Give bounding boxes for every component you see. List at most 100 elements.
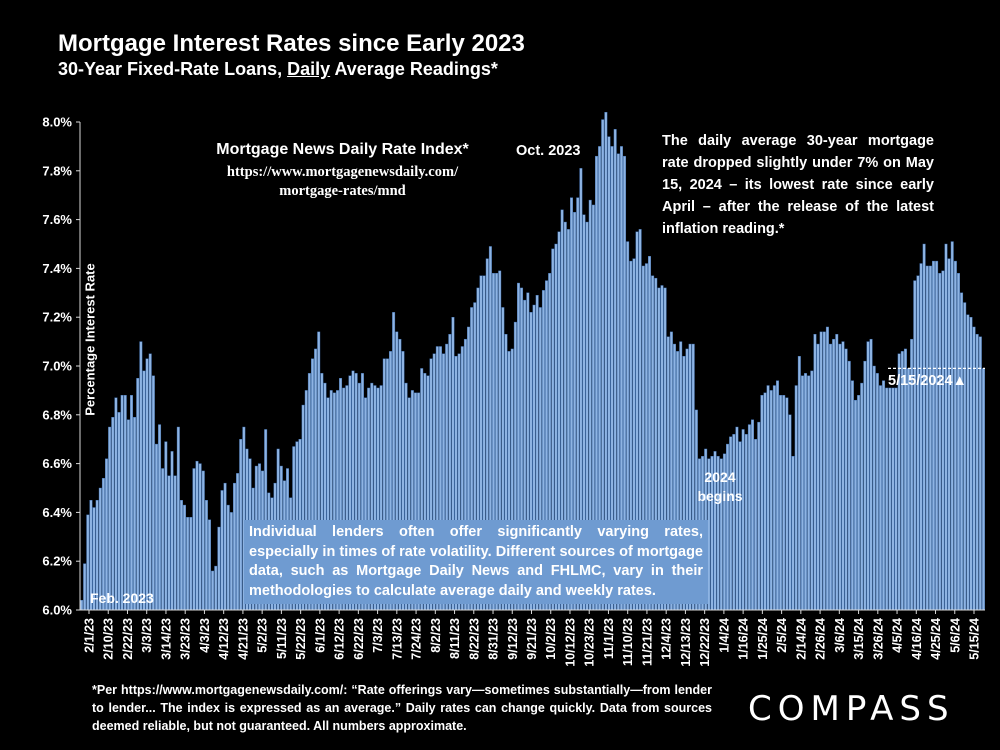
x-tick-label: 2/14/24	[794, 618, 808, 660]
bar	[229, 512, 233, 611]
bar	[844, 348, 848, 611]
y-tick-label: 8.0%	[42, 115, 72, 130]
bar	[879, 385, 882, 611]
x-tick-label: 3/3/23	[140, 618, 154, 653]
bar	[978, 336, 982, 611]
bar	[841, 341, 845, 611]
bar	[741, 429, 745, 611]
bar	[154, 443, 158, 611]
compass-logo: COMPASS	[748, 689, 955, 729]
x-tick-label: 11/1/23	[602, 618, 616, 659]
bar	[800, 375, 804, 611]
x-tick-label: 3/23/23	[179, 618, 193, 660]
bar	[123, 395, 127, 611]
x-tick-label: 2/1/23	[83, 618, 97, 653]
bar	[204, 500, 208, 611]
bar	[854, 399, 857, 611]
bar	[214, 565, 218, 611]
x-tick-label: 9/21/23	[525, 618, 539, 660]
bar	[791, 456, 795, 611]
year-begins-line1: 2024	[704, 469, 736, 485]
bar	[944, 243, 948, 611]
bar	[211, 570, 215, 611]
x-tick-label: 8/2/23	[429, 618, 443, 653]
bar	[950, 241, 954, 611]
bar	[797, 356, 801, 611]
bar	[829, 343, 832, 611]
bar	[83, 563, 87, 611]
bar	[738, 441, 742, 611]
y-tick-label: 7.6%	[42, 212, 72, 227]
bar	[760, 395, 764, 611]
bar	[804, 373, 808, 611]
bar	[981, 368, 985, 611]
bar	[729, 436, 733, 611]
bar	[142, 370, 146, 611]
x-tick-label: 12/13/23	[679, 618, 693, 667]
bar	[145, 358, 149, 611]
bar	[857, 395, 861, 611]
y-tick-label: 7.0%	[42, 359, 72, 374]
bar	[963, 302, 967, 611]
bar	[223, 482, 227, 611]
bar	[201, 470, 205, 611]
y-tick-label: 6.4%	[42, 505, 72, 520]
bar	[913, 280, 917, 611]
bar	[891, 387, 895, 611]
bar	[822, 331, 826, 611]
bar	[966, 314, 970, 611]
y-tick-label: 6.8%	[42, 407, 72, 422]
x-tick-label: 5/22/23	[294, 618, 308, 660]
bar	[747, 424, 751, 611]
year-begins-label: 2024 begins	[690, 468, 750, 506]
x-tick-label: 4/16/24	[910, 618, 924, 660]
bar	[866, 341, 870, 611]
bar	[810, 370, 814, 611]
bar	[816, 343, 820, 611]
x-tick-label: 2/22/23	[121, 618, 135, 660]
y-tick-label: 7.2%	[42, 310, 72, 325]
bar	[819, 331, 823, 611]
bar	[838, 343, 842, 611]
bar	[126, 419, 130, 611]
bar	[80, 600, 84, 611]
x-tick-label: 3/14/23	[159, 618, 173, 660]
bar	[875, 373, 879, 611]
bar	[769, 390, 773, 611]
source-title: Mortgage News Daily Rate Index*	[216, 141, 469, 158]
bar	[139, 341, 143, 611]
subtitle-emphasis: Daily	[287, 59, 331, 79]
page-title: Mortgage Interest Rates since Early 2023	[58, 30, 525, 57]
x-axis-ticks: 2/1/23 2/10/23 2/22/23 3/3/23 3/14/23 3/23/23…	[83, 610, 982, 667]
x-tick-label: 7/13/23	[390, 618, 404, 660]
year-begins-line2: begins	[697, 488, 743, 504]
latest-date-label: 5/15/2024▲	[888, 373, 967, 389]
start-label: Feb. 2023	[90, 590, 154, 606]
x-tick-label: 4/25/24	[929, 618, 943, 660]
bar	[164, 441, 168, 611]
bar	[919, 263, 923, 611]
bar	[888, 387, 892, 611]
bar	[220, 490, 224, 611]
bar	[105, 458, 108, 611]
bar	[133, 417, 137, 611]
x-tick-label: 6/12/23	[333, 618, 347, 660]
x-tick-label: 3/6/24	[833, 618, 847, 653]
bar	[779, 395, 783, 611]
bar	[925, 265, 929, 611]
x-tick-label: 2/5/24	[775, 618, 789, 653]
bar	[236, 473, 240, 611]
x-tick-label: 10/12/23	[563, 618, 577, 667]
bar	[108, 426, 112, 611]
x-tick-label: 6/22/23	[352, 618, 366, 660]
bar	[941, 270, 945, 611]
y-tick-label: 6.2%	[42, 554, 72, 569]
y-tick-label: 6.0%	[42, 603, 72, 618]
bar	[975, 334, 979, 611]
bar	[869, 338, 873, 611]
bar	[239, 439, 243, 611]
bar	[932, 260, 935, 611]
x-tick-label: 1/16/24	[737, 618, 751, 660]
bar	[233, 482, 236, 611]
